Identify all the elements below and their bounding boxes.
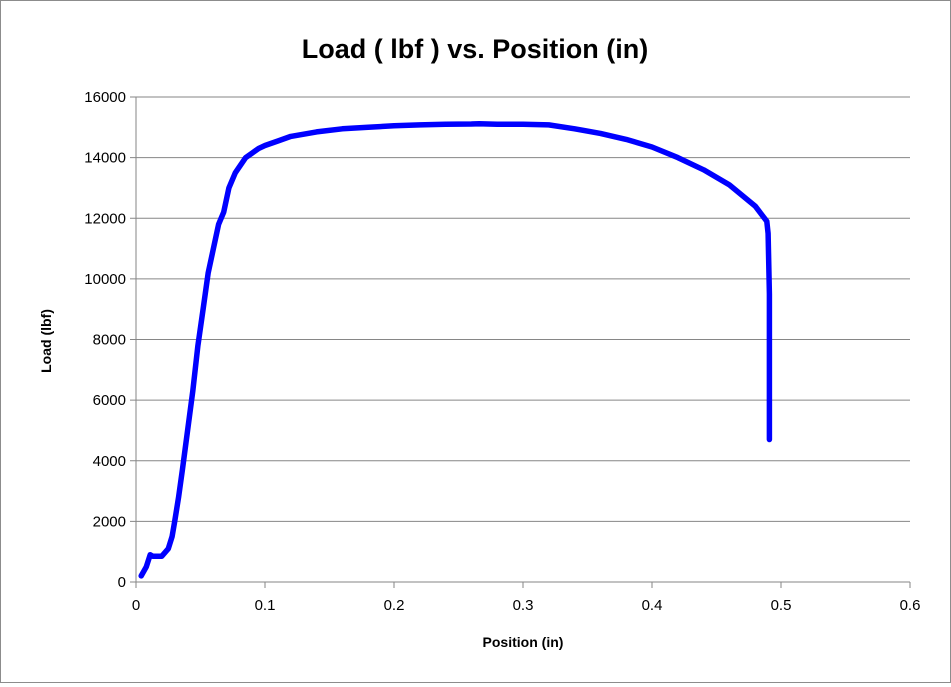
series-line-0 bbox=[138, 120, 773, 579]
y-tick-label: 2000 bbox=[93, 513, 126, 530]
y-tick-labels: 0 2000 4000 6000 8000 10000 12000 14000 16000 bbox=[84, 89, 126, 591]
x-tick-labels: 0 0.1 0.2 0.3 0.4 0.5 0.6 bbox=[132, 597, 921, 614]
y-tick-label: 4000 bbox=[93, 453, 126, 470]
chart-title: Load ( lbf ) vs. Position (in) bbox=[302, 34, 648, 64]
x-tick-label: 0.5 bbox=[771, 597, 792, 614]
x-tick-label: 0.3 bbox=[513, 597, 534, 614]
y-tick-label: 8000 bbox=[93, 332, 126, 349]
gridlines bbox=[136, 96, 910, 522]
y-tick-label: 12000 bbox=[84, 210, 126, 227]
x-tick-label: 0.4 bbox=[642, 597, 663, 614]
y-axis-title: Load (lbf) bbox=[38, 309, 54, 373]
axes bbox=[130, 96, 911, 588]
x-tick-label: 0.6 bbox=[900, 597, 921, 614]
y-tick-label: 0 bbox=[118, 574, 126, 591]
x-tick-label: 0.2 bbox=[384, 597, 405, 614]
series-group bbox=[138, 120, 773, 579]
y-tick-label: 6000 bbox=[93, 392, 126, 409]
x-axis-title: Position (in) bbox=[483, 634, 564, 650]
y-tick-label: 16000 bbox=[84, 89, 126, 106]
y-tick-label: 14000 bbox=[84, 150, 126, 167]
x-tick-label: 0.1 bbox=[255, 597, 276, 614]
y-tick-label: 10000 bbox=[84, 271, 126, 288]
x-tick-label: 0 bbox=[132, 597, 140, 614]
